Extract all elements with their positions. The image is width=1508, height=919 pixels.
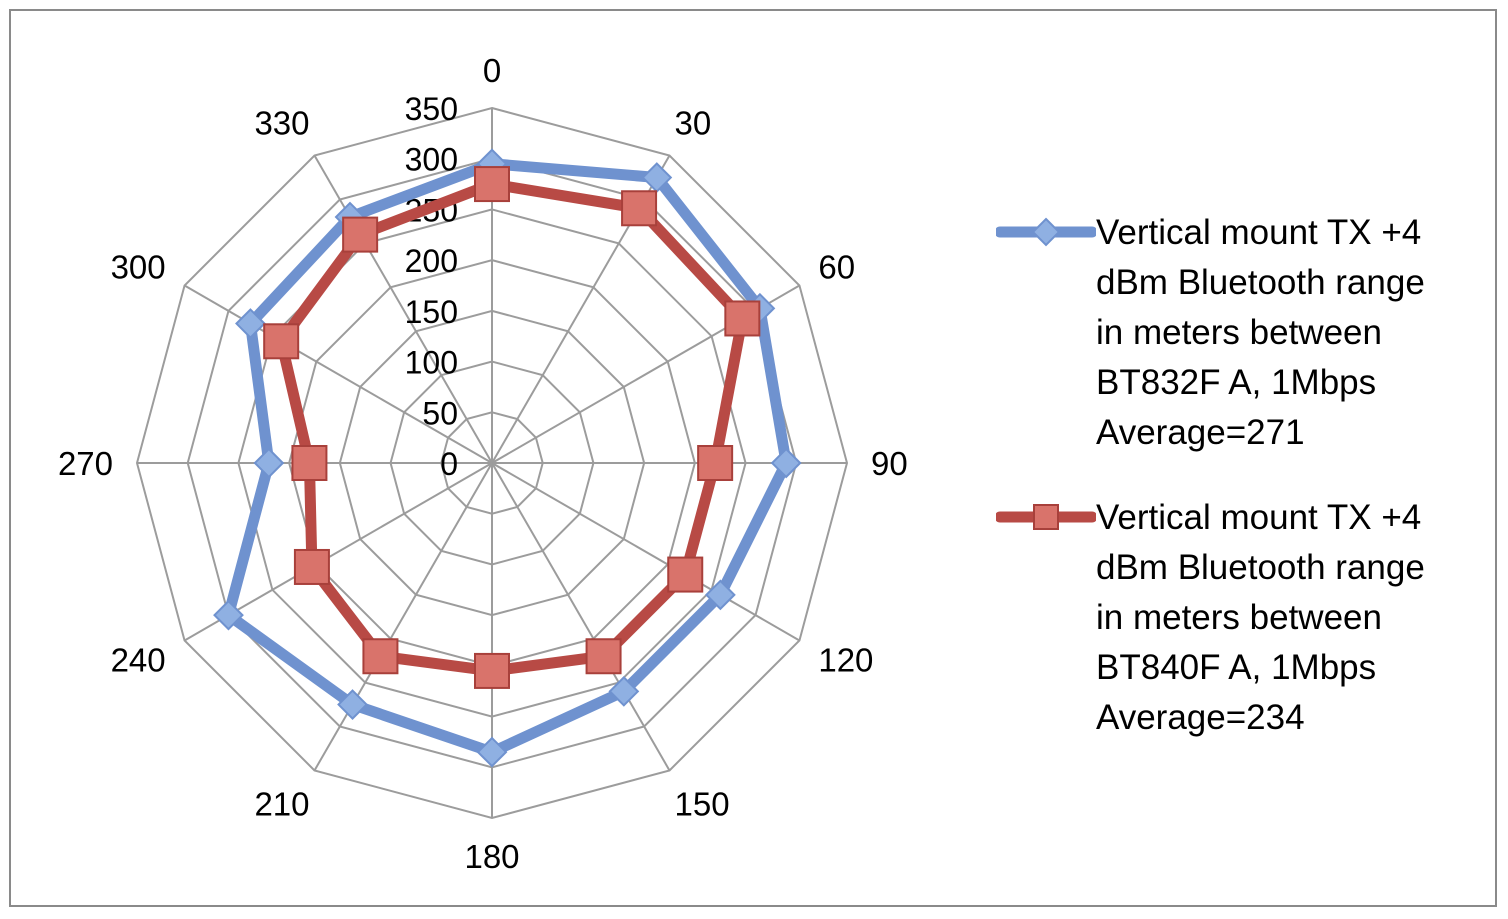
angle-label: 210 [254, 785, 309, 822]
data-point-150 [585, 638, 622, 675]
data-point-270 [253, 447, 285, 479]
data-point-120 [704, 579, 736, 611]
legend-entry-series-1: Vertical mount TX +4 dBm Bluetooth range… [996, 208, 1496, 468]
grid-spoke-300 [184, 284, 493, 464]
grid-spoke-210 [313, 462, 493, 771]
angle-label: 30 [675, 105, 712, 142]
data-point-330 [342, 216, 379, 253]
data-point-300 [263, 323, 300, 360]
series-2 [263, 166, 761, 689]
legend-swatch-diamond-icon [996, 217, 1096, 247]
data-point-240 [293, 548, 330, 585]
data-point-240 [213, 599, 244, 631]
data-point-180 [474, 652, 510, 689]
angle-label: 150 [675, 785, 730, 822]
series-group [213, 148, 802, 768]
legend-label-series-2: Vertical mount TX +4 dBm Bluetooth range… [1096, 498, 1425, 737]
data-point-270 [291, 445, 328, 481]
radial-tick-label: 300 [405, 142, 458, 178]
data-point-120 [667, 556, 704, 593]
angle-label: 90 [871, 445, 908, 482]
radial-tick-label: 200 [405, 243, 458, 279]
data-point-90 [697, 445, 734, 481]
legend-entry-series-2: Vertical mount TX +4 dBm Bluetooth range… [996, 493, 1496, 753]
angle-label: 240 [111, 642, 166, 679]
data-point-180 [476, 736, 508, 768]
data-point-0 [474, 166, 510, 203]
data-point-60 [724, 300, 761, 337]
angle-label: 120 [818, 642, 873, 679]
angle-label: 60 [818, 249, 855, 286]
grid-spoke-120 [491, 462, 800, 642]
radial-tick-label: 100 [405, 345, 458, 381]
angle-label: 180 [464, 838, 519, 875]
angle-label: 300 [111, 249, 166, 286]
grid-spoke-150 [491, 462, 671, 771]
radial-tick-label: 350 [405, 91, 458, 127]
chart-frame: 0 50 100 150 200 250 300 350 0 30 60 90 120 150 180 21… [9, 9, 1497, 907]
radial-tick-label: 150 [405, 294, 458, 330]
data-point-210 [337, 689, 368, 720]
data-point-150 [608, 675, 640, 707]
radar-grid [135, 106, 849, 820]
angle-label: 0 [483, 52, 501, 89]
legend-swatch-square-icon [996, 504, 1096, 530]
data-point-210 [362, 638, 399, 675]
data-point-30 [621, 190, 658, 227]
angle-labels: 0 30 60 90 120 150 180 210 240 270 300 330 [58, 52, 908, 875]
legend-label-series-1: Vertical mount TX +4 dBm Bluetooth range… [1096, 213, 1425, 452]
data-point-90 [770, 447, 802, 479]
radial-tick-label: 0 [440, 446, 458, 482]
angle-label: 270 [58, 445, 113, 482]
radial-tick-label: 50 [422, 395, 458, 431]
grid-spoke-330 [313, 155, 493, 464]
angle-label: 330 [254, 105, 309, 142]
data-point-300 [235, 308, 266, 339]
